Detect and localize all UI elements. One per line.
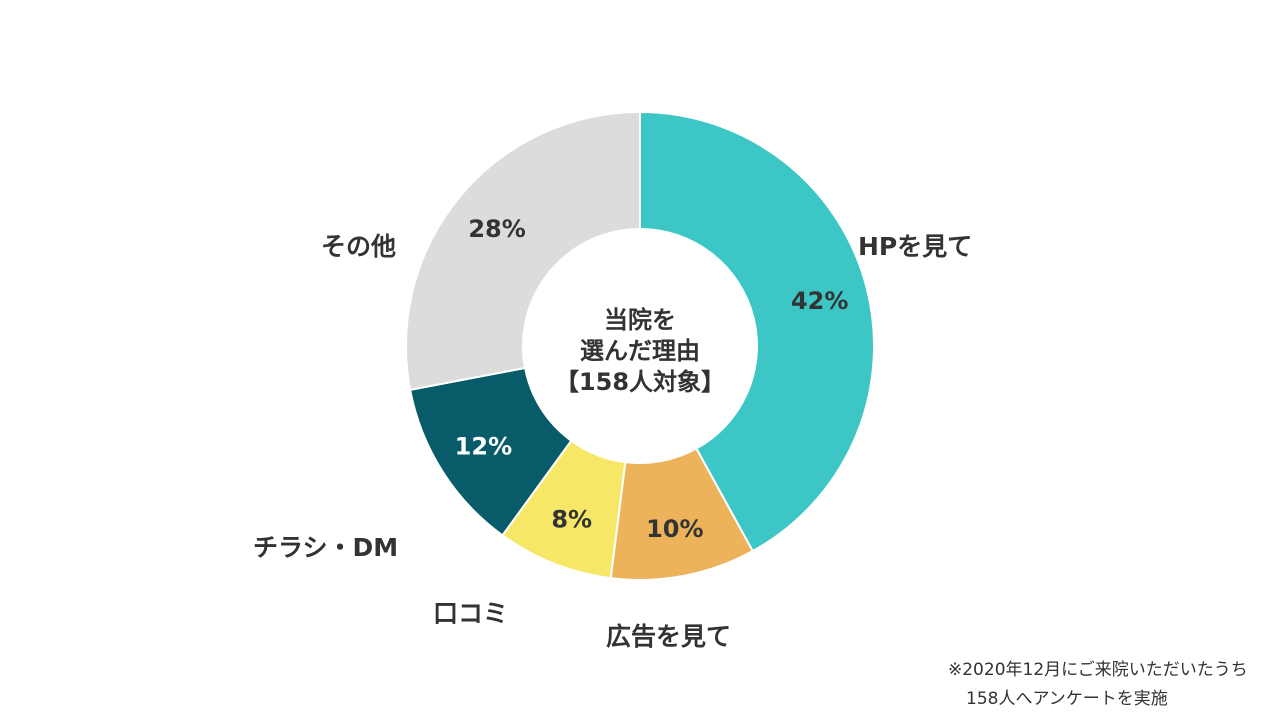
footnote-line-2: 158人へアンケートを実施 xyxy=(966,689,1168,709)
center-title-line-2: 選んだ理由 xyxy=(580,337,700,365)
slice-value-label-2: 10% xyxy=(646,515,703,543)
category-label-3: 口コミ xyxy=(433,599,508,628)
center-title-line-3: 【158人対象】 xyxy=(555,368,725,396)
slice-value-label-1: 42% xyxy=(791,287,848,315)
slice-value-labels: 42% 10% 8% 12% 28% xyxy=(455,215,849,543)
center-title: 当院を 選んだ理由 【158人対象】 xyxy=(555,306,725,396)
footnote-line-1: ※2020年12月にご来院いただいたうち xyxy=(948,660,1248,680)
donut-slices xyxy=(405,110,875,581)
donut-slice-5 xyxy=(405,110,641,392)
category-label-5: その他 xyxy=(321,232,396,261)
survey-footnote: ※2020年12月にご来院いただいたうち 158人へアンケートを実施 xyxy=(948,656,1248,714)
category-label-2: 広告を見て xyxy=(606,622,731,651)
slice-value-label-5: 28% xyxy=(468,215,525,243)
donut-slice-1 xyxy=(639,110,875,553)
slice-value-label-3: 8% xyxy=(551,506,592,534)
category-label-1: HPを見て xyxy=(858,232,972,261)
slice-value-label-4: 12% xyxy=(455,432,512,460)
center-title-line-1: 当院を xyxy=(604,306,676,334)
category-label-4: チラシ・DM xyxy=(253,533,398,562)
